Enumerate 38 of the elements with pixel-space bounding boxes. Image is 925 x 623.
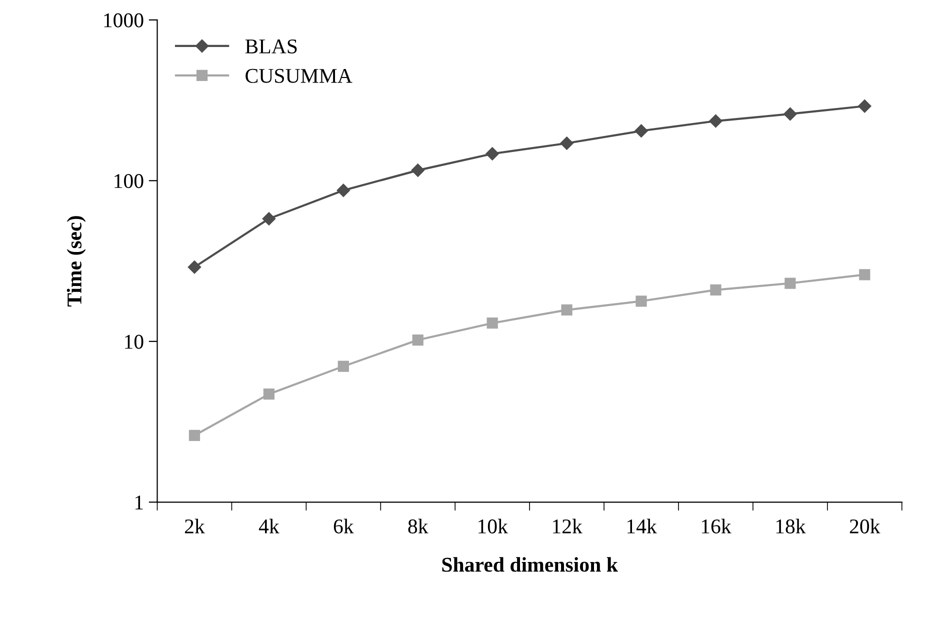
- point: [188, 430, 200, 441]
- point: [709, 114, 722, 128]
- point: [486, 147, 499, 160]
- point: [710, 284, 722, 296]
- x-tick-label: 14k: [627, 518, 657, 534]
- x-tick-label: 8k: [408, 518, 428, 534]
- point: [560, 136, 574, 150]
- legend-label: CUSUMMA: [246, 68, 352, 83]
- point: [784, 278, 796, 289]
- point: [858, 100, 872, 113]
- point: [412, 334, 424, 346]
- point: [338, 360, 349, 372]
- point: [336, 184, 350, 197]
- x-tick-label: 2k: [184, 518, 205, 534]
- point: [784, 107, 797, 121]
- y-axis-title: Time (sec): [66, 216, 86, 307]
- point: [411, 164, 424, 177]
- legend-label: BLAS: [245, 39, 297, 54]
- x-tick-label: 16k: [702, 518, 732, 534]
- point: [486, 318, 498, 329]
- x-tick-label: 20k: [850, 518, 880, 534]
- point: [262, 212, 276, 226]
- y-tick-label: 10: [125, 334, 144, 349]
- point: [188, 260, 202, 274]
- x-tick-label: 10k: [478, 518, 508, 534]
- y-tick-label: 1000: [104, 13, 144, 28]
- point: [561, 304, 572, 316]
- x-tick-label: 6k: [334, 518, 354, 534]
- x-tick-label: 12k: [553, 518, 582, 534]
- y-tick-label: 1: [135, 496, 143, 510]
- point: [634, 124, 648, 138]
- y-tick-label: 100: [114, 174, 144, 188]
- x-tick-label: 4k: [258, 518, 280, 534]
- x-tick-label: 18k: [776, 518, 806, 534]
- point: [859, 269, 870, 280]
- point: [636, 296, 647, 307]
- x-axis-title: Shared dimension k: [442, 557, 618, 572]
- point: [263, 388, 274, 400]
